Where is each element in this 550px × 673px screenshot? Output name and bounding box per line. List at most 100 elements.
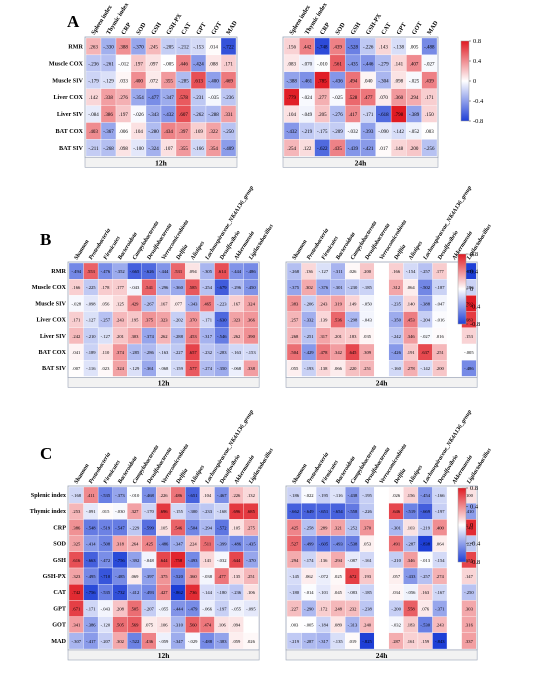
cell-value: -.101 [319,590,329,595]
cell-value: .243 [319,301,328,306]
cell-value: .035 [363,334,372,339]
cell-value: .226 [232,493,241,498]
cell-value: -.399 [217,542,227,547]
cell-value: -.435 [246,542,256,547]
cell-value: .779 [287,96,296,101]
cell-value: -.043 [362,318,372,323]
cell-value: .193 [363,574,372,579]
cell-value: .527 [290,542,299,547]
cell-value: -.232 [202,350,212,355]
cell-value: -.072 [319,574,329,579]
cell-value: .264 [130,542,139,547]
cell-value: -.197 [435,509,445,514]
colorbar-tick-label: -0.8 [470,559,480,566]
cell-value: .040 [364,79,373,84]
cell-value: -.347 [173,639,183,644]
row-label: Splenic index [31,492,67,499]
cell-value: .076 [421,606,430,611]
cell-value: -.630 [217,318,227,323]
cell-value: .253 [72,509,81,514]
cell-value: .494 [348,79,357,84]
cell-value: -.649 [304,509,314,514]
cell-value: -.189 [86,350,96,355]
cell-value: .325 [72,542,81,547]
cell-value: -.014 [304,590,314,595]
cell-value: -.068 [159,366,169,371]
cell-value: .220 [348,366,357,371]
cell-value: -.374 [144,334,154,339]
cell-value: -.388 [420,301,430,306]
cell-value: .354 [209,147,218,152]
cell-value: -.389 [409,113,420,118]
cell-value: .136 [305,269,314,274]
cell-value: -.461 [302,79,313,84]
cell-value: -.010 [130,493,140,498]
heatmap-cell [374,551,389,569]
cell-value: -.047 [435,301,445,306]
cell-value: .360 [189,574,198,579]
cell-value: .427 [160,590,169,595]
cell-value: -.195 [319,493,329,498]
cell-value: -.494 [71,269,81,274]
column-label: Delftia [175,468,189,486]
cell-value: .400 [436,525,445,530]
cell-value: -.204 [420,318,430,323]
cell-value: .171 [72,318,81,323]
row-label: BAT SIV [59,145,84,152]
cell-value: .553 [87,269,96,274]
cell-value: -.025 [332,96,343,101]
cell-value: -.502 [420,285,430,290]
cell-value: -.493 [144,590,154,595]
row-label: CRP [53,524,66,531]
cell-value: .685 [247,509,256,514]
cell-value: .390 [247,334,256,339]
cell-value: -.350 [391,318,401,323]
cell-value: .435 [333,147,342,152]
cell-value: .275 [247,525,256,530]
cell-value: -.200 [391,606,401,611]
cell-value: -.127 [101,334,111,339]
cell-value: .671 [72,606,81,611]
cell-value: -.285 [178,79,189,84]
cell-value: .346 [407,558,416,563]
cell-value: .696 [232,509,241,514]
cell-value: .289 [319,525,328,530]
colorbar-tick-label: -0.8 [473,118,483,125]
cell-value: .644 [160,558,169,563]
cell-value: .156 [287,45,296,50]
cell-value: .166 [72,285,81,290]
column-label: Ligilactobacillus [248,447,275,486]
cell-value: -.375 [289,285,299,290]
cell-value: -.522 [130,639,140,644]
cell-value: -.343 [188,301,198,306]
cell-value: .397 [179,130,188,135]
cell-value: -.756 [86,590,96,595]
cell-value: -.679 [217,285,227,290]
row-label: CAT [53,589,66,596]
cell-value: .104 [203,493,212,498]
cell-value: .417 [348,113,357,118]
column-label: Delftia [393,244,407,262]
heatmap-cell [374,519,389,536]
cell-value: .469 [224,79,233,84]
column-label: SOD [135,21,148,36]
cell-value: .370 [363,525,372,530]
cell-value: -.202 [173,318,183,323]
cell-value: .536 [334,318,343,323]
cell-value: .277 [318,96,327,101]
cell-value: .740 [465,525,474,530]
cell-value: -.432 [163,113,174,118]
cell-value: -.296 [232,285,242,290]
cell-value: .322 [209,130,218,135]
cell-value: .276 [119,96,128,101]
cell-value: -.250 [223,130,234,135]
cell-value: -.226 [362,509,372,514]
cell-value: .139 [319,318,328,323]
row-label: GPT [53,605,67,612]
cell-value: -.211 [88,147,99,152]
cell-value: -.066 [202,606,212,611]
heatmap-cell [374,279,389,296]
cell-value: -.170 [144,509,154,514]
cell-value: .106 [218,623,227,628]
